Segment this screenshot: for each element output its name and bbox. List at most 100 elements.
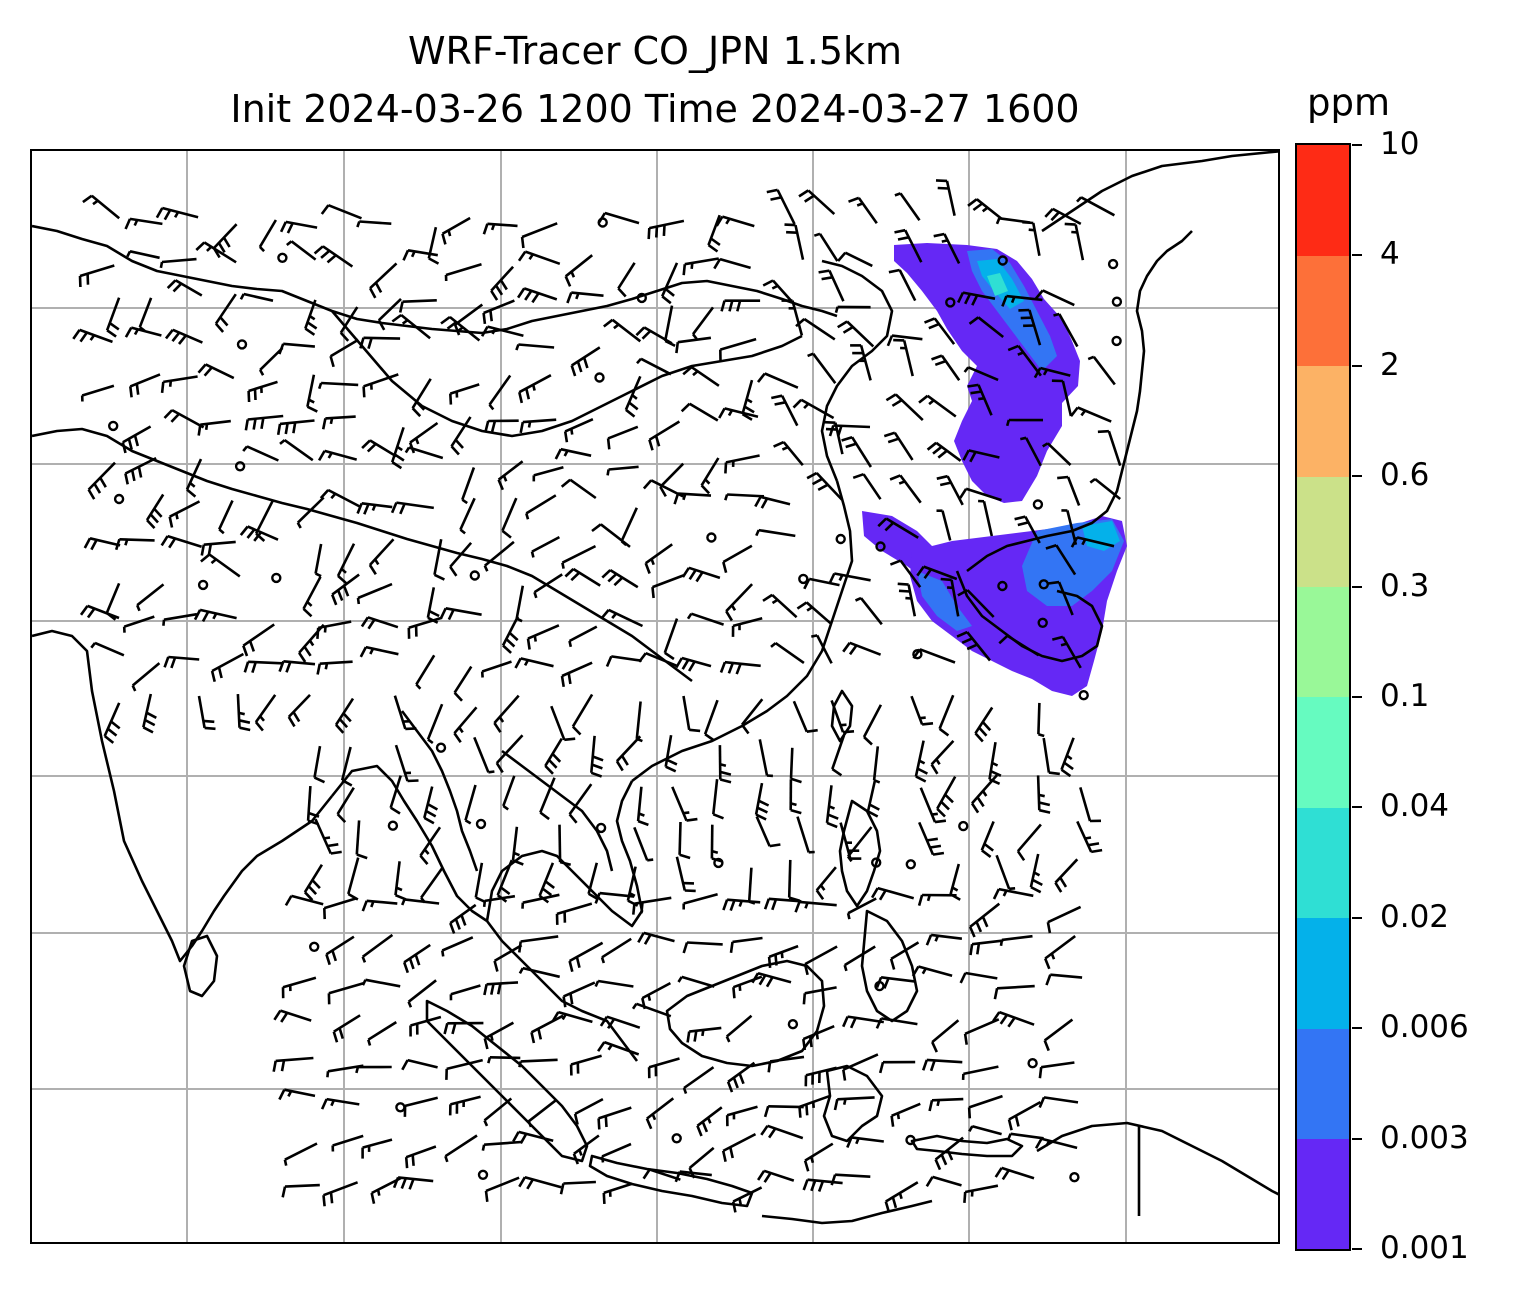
wind-barb-feather: [306, 405, 318, 413]
wind-barb-feather: [501, 529, 512, 539]
wind-barb-feather: [741, 412, 753, 421]
wind-barb-feather: [1044, 208, 1054, 218]
wind-barb: [792, 398, 835, 420]
wind-barb-feather: [1050, 211, 1060, 222]
wind-barb: [961, 1065, 999, 1080]
wind-barb-feather: [695, 571, 704, 583]
wind-barb-shaft: [89, 537, 121, 547]
wind-barb-shaft: [844, 945, 876, 967]
wind-barb-feather: [1017, 351, 1024, 356]
wind-barb-shaft: [862, 473, 882, 500]
wind-barb: [911, 965, 953, 977]
wind-barb: [521, 893, 560, 909]
wind-barb-feather: [968, 316, 980, 325]
wind-barb-feather: [830, 1174, 837, 1186]
wind-barb: [359, 645, 399, 658]
wind-barb-shaft: [791, 300, 804, 336]
wind-barb-feather: [992, 888, 1000, 900]
wind-barb-feather: [841, 435, 853, 442]
wind-barb-shaft: [914, 740, 925, 777]
wind-barb-feather: [575, 292, 580, 300]
wind-barb-feather: [606, 469, 610, 476]
wind-barb-feather: [278, 343, 285, 355]
wind-barb: [637, 931, 675, 945]
wind-barb-feather: [258, 369, 265, 376]
wind-barb-shaft: [971, 939, 1004, 946]
wind-barb-shaft: [601, 937, 632, 959]
wind-barb: [319, 488, 362, 509]
wind-barb-feather: [976, 943, 981, 955]
wind-barb: [725, 583, 754, 622]
wind-barb-feather: [611, 612, 618, 619]
wind-barb-feather: [843, 964, 848, 972]
wind-barb-shaft: [569, 478, 597, 500]
wind-barb-shaft: [363, 336, 401, 340]
wind-barb-shaft: [747, 867, 753, 902]
wind-barb-feather: [402, 961, 410, 974]
wind-barb-feather: [484, 420, 490, 433]
wind-barb: [242, 445, 279, 462]
wind-barb: [789, 779, 802, 815]
wind-barb-shaft: [679, 1170, 712, 1177]
wind-barb-feather: [774, 401, 786, 406]
wind-barb-feather: [398, 301, 404, 313]
wind-barb-feather: [124, 539, 129, 546]
wind-barb-shaft: [105, 582, 121, 614]
wind-barb: [398, 299, 437, 313]
wind-barb-shaft: [703, 699, 719, 735]
wind-barb-shaft: [727, 1061, 756, 1083]
border-china-mongolia: [331, 310, 803, 438]
wind-barb-shaft: [520, 1058, 558, 1063]
wind-barb-feather: [164, 328, 174, 340]
wind-barb-feather: [1008, 887, 1016, 891]
wind-barb-shaft: [236, 694, 241, 728]
wind-barb-shaft: [833, 424, 871, 429]
calm-wind-circle: [595, 822, 607, 834]
wind-barb-feather: [551, 1011, 560, 1023]
wind-barb-feather: [725, 218, 731, 225]
wind-barb: [487, 1056, 521, 1064]
wind-barb: [875, 1017, 918, 1029]
wind-barb-shaft: [768, 1105, 804, 1109]
wind-barb-feather: [687, 660, 696, 672]
wind-barb: [600, 608, 644, 628]
wind-barb-shaft: [682, 695, 691, 731]
wind-barb-feather: [327, 843, 339, 848]
wind-barb-feather: [605, 655, 613, 668]
wind-barb-feather: [142, 726, 154, 734]
wind-barb-shaft: [561, 661, 593, 678]
wind-barb-feather: [601, 569, 612, 579]
wind-barb-feather: [425, 809, 437, 818]
calm-wind-circle: [309, 941, 320, 952]
colorbar-tick-label: 0.02: [1380, 898, 1450, 935]
calm-wind-circle: [395, 1102, 406, 1113]
wind-barb: [993, 984, 1035, 1000]
wind-barb: [930, 740, 955, 775]
wind-barb-feather: [928, 399, 935, 406]
wind-barb-feather: [401, 319, 409, 325]
wind-barb-feather: [313, 776, 326, 784]
wind-barb-feather: [173, 211, 180, 218]
wind-barb-feather: [160, 535, 169, 547]
wind-barb: [361, 933, 394, 963]
wind-barb-feather: [313, 245, 324, 255]
wind-barb-feather: [1057, 475, 1069, 480]
wind-barb-shaft: [539, 777, 556, 813]
wind-barb: [1060, 737, 1075, 778]
wind-barb: [515, 343, 555, 351]
calm-wind-circle: [1078, 690, 1089, 701]
wind-barb-shaft: [1052, 207, 1082, 226]
wind-barb: [931, 354, 961, 382]
wind-barb: [877, 517, 919, 539]
wind-barb-feather: [561, 1013, 567, 1021]
wind-barb-feather: [993, 988, 999, 1000]
wind-barb-shaft: [1094, 477, 1122, 501]
wind-barb-feather: [597, 1041, 606, 1052]
wind-barb-feather: [837, 251, 847, 262]
wind-barb-feather: [722, 561, 728, 574]
wind-barb-shaft: [646, 1097, 675, 1120]
wind-barb-feather: [897, 582, 909, 586]
wind-barb-feather: [969, 944, 974, 956]
wind-barb-shaft: [1039, 366, 1071, 377]
wind-barb-feather: [1090, 848, 1103, 854]
